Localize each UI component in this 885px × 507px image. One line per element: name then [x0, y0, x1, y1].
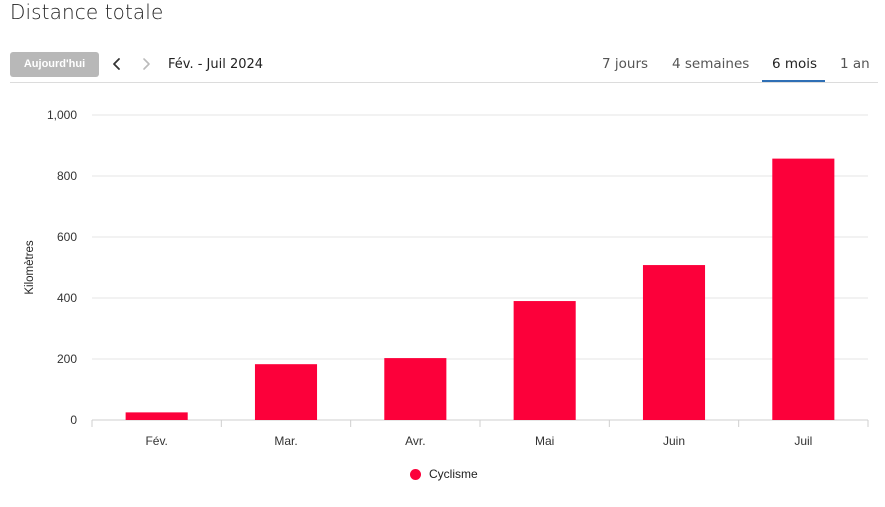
bar-1 — [125, 412, 188, 420]
y-tick-label: 600 — [57, 230, 77, 244]
y-axis-label: Kilomètres — [24, 240, 36, 295]
y-tick-label: 800 — [57, 169, 77, 183]
chevron-left-icon[interactable] — [108, 54, 126, 74]
legend-label-cyclisme: Cyclisme — [429, 467, 478, 481]
y-tick-label: 0 — [70, 413, 77, 427]
page-title: Distance totale — [10, 0, 164, 24]
active-tab-underline — [762, 80, 825, 82]
x-tick-label: Fév. — [145, 434, 167, 448]
chevron-right-icon[interactable] — [137, 54, 155, 74]
toolbar: Aujourd'hui Fév. - Juil 2024 7 jours 4 s… — [10, 52, 878, 83]
today-button[interactable]: Aujourd'hui — [10, 52, 99, 77]
x-tick-label: Mai — [535, 434, 554, 448]
bar-3 — [384, 358, 447, 420]
tab-1-year[interactable]: 1 an — [840, 56, 870, 72]
bar-4 — [513, 301, 576, 420]
x-tick-label: Mar. — [274, 434, 297, 448]
x-tick-label: Juil — [794, 434, 812, 448]
tab-4-weeks[interactable]: 4 semaines — [672, 56, 750, 72]
tab-7-days[interactable]: 7 jours — [602, 56, 649, 72]
bar-2 — [254, 364, 318, 420]
y-tick-label: 200 — [57, 352, 77, 366]
legend-swatch-cyclisme — [410, 469, 421, 480]
date-range-label: Fév. - Juil 2024 — [168, 57, 264, 72]
x-tick-label: Avr. — [405, 434, 425, 448]
tab-6-months[interactable]: 6 mois — [772, 56, 818, 72]
bar-chart: 0 200 400 600 800 1,000 Kilomètres Fév. Mar. Avr.… — [24, 108, 869, 448]
bar-6 — [772, 158, 835, 421]
y-tick-label: 1,000 — [47, 108, 77, 122]
y-tick-label: 400 — [57, 291, 77, 305]
bar-5 — [642, 265, 706, 420]
x-tick-label: Juin — [663, 434, 685, 448]
